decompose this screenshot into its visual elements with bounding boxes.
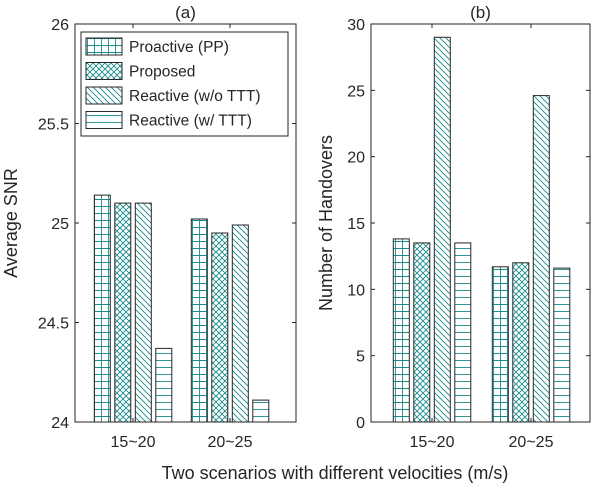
bar-b-2-1 [491,266,509,423]
chart-b-bars [392,36,571,423]
legend-label: Reactive (w/ TTT) [129,113,252,130]
y-tick-label: 24 [51,415,69,432]
chart-a: 24 24.5 25 25.5 26 15~20 20~25 (a) Average SN… [1,3,297,451]
legend-swatch [85,86,123,105]
y-tick-label: 15 [347,216,365,233]
bar-a-2-4 [252,399,270,423]
bar-b-2-4 [553,267,571,423]
figure-xlabel: Two scenarios with different velocities … [162,463,509,483]
x-tick-label: 20~25 [509,434,554,451]
x-tick-label: 20~25 [208,434,253,451]
chart-b-y-axis: 0 5 10 15 20 25 30 [347,17,590,432]
y-tick-label: 25 [347,83,365,100]
chart-a-y-axis: 24 24.5 25 25.5 26 [38,17,296,432]
chart-a-title: (a) [175,3,196,22]
legend-label: Reactive (w/o TTT) [129,88,261,105]
bar-a-2-1 [190,218,208,423]
bar-b-1-4 [454,242,472,423]
bar-a-1-1 [93,194,111,423]
legend-swatch [85,37,123,56]
y-tick-label: 10 [347,282,365,299]
bar-b-1-3 [433,36,451,423]
legend-label: Proposed [129,64,195,81]
x-tick-label: 15~20 [111,434,156,451]
bar-a-1-3 [134,202,152,423]
bar-b-1-2 [413,242,431,423]
y-tick-label: 24.5 [38,316,69,333]
bar-b-2-3 [532,95,550,423]
y-tick-label: 30 [347,17,365,34]
bar-b-1-1 [392,238,410,423]
chart-a-bars [93,194,270,423]
legend-label: Proactive (PP) [129,39,229,56]
y-tick-label: 25.5 [38,117,69,134]
chart-b: 0 5 10 15 20 25 30 15~20 20~25 (b) Number of Ha… [316,3,591,451]
bar-a-1-4 [155,347,173,423]
y-tick-label: 25 [51,216,69,233]
legend-swatch [85,111,123,129]
chart-b-ylabel: Number of Handovers [316,135,336,311]
bar-b-2-2 [512,262,530,423]
chart-a-x-axis: 15~20 20~25 [111,24,253,451]
bar-a-1-2 [114,202,132,423]
chart-a-ylabel: Average SNR [1,168,21,278]
bar-a-2-3 [231,224,249,423]
chart-b-title: (b) [470,3,491,22]
y-tick-label: 0 [356,415,365,432]
y-tick-label: 5 [356,349,365,366]
y-tick-label: 26 [51,17,69,34]
y-tick-label: 20 [347,150,365,167]
legend-swatch [85,62,123,80]
chart-b-x-axis: 15~20 20~25 [410,24,554,451]
x-tick-label: 15~20 [410,434,455,451]
chart-a-legend: Proactive (PP) Proposed Reactive (w/o TTT)… [80,31,289,137]
bar-a-2-2 [211,232,229,423]
